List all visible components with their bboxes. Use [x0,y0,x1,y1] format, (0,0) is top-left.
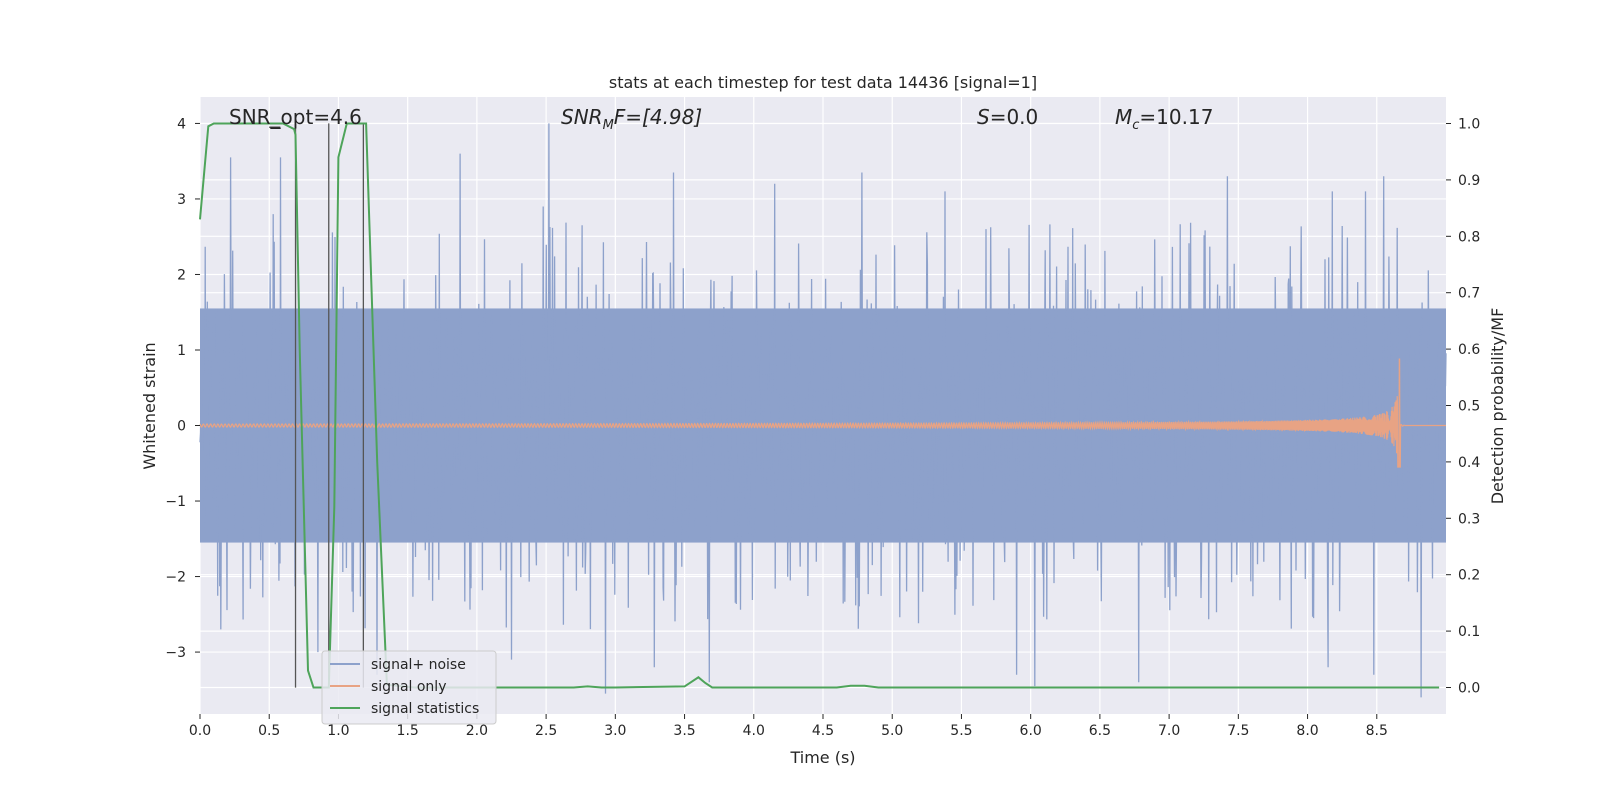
x-tick-label: 7.5 [1227,723,1249,739]
y2-tick-label: 1.0 [1458,117,1480,133]
y2-tick-label: 0.2 [1458,568,1480,584]
x-tick-label: 3.5 [673,723,695,739]
x-axis-label: Time (s) [789,748,855,767]
y-tick-label: −3 [165,645,186,661]
x-tick-label: 6.5 [1089,723,1111,739]
y-tick-label: 1 [177,343,186,359]
x-tick-label: 2.0 [466,723,488,739]
x-tick-label: 0.0 [189,723,211,739]
annotation-mc-main: M [1115,105,1132,129]
annotation-s-stat-rest: =0.0 [990,105,1039,129]
x-tick-label: 5.5 [950,723,972,739]
vertical-markers [269,123,365,688]
x-tick-label: 7.0 [1158,723,1180,739]
legend-box [321,650,497,725]
x-tick-label: 1.0 [327,723,349,739]
y-axis-label: Whitened strain [140,342,159,469]
x-tick-label: 8.5 [1366,723,1388,739]
legend-label-signal-noise: signal+ noise [371,657,466,673]
y-axis-ticks: −3 −2 −1 0 1 2 3 4 [165,116,200,661]
y-tick-label: −1 [165,494,186,510]
y2-tick-label: 0.6 [1458,342,1480,358]
x-tick-label: 4.0 [743,723,765,739]
x-tick-label: 0.5 [258,723,280,739]
annotation-s-stat-main: S [977,105,990,129]
annotation-snr-opt: SNR_opt=4.6 [229,105,362,129]
x-tick-label: 3.0 [604,723,626,739]
x-tick-label: 2.5 [535,723,557,739]
y-tick-label: −2 [165,570,186,586]
y2-tick-label: 0.8 [1458,229,1480,245]
y-tick-label: 4 [177,116,186,132]
chart-title: stats at each timestep for test data 144… [609,73,1037,92]
noise-line [199,123,1447,698]
y2-tick-label: 0.5 [1458,399,1480,415]
y-tick-label: 0 [177,419,186,435]
x-tick-label: 4.5 [812,723,834,739]
legend-label-signal-only: signal only [371,679,446,695]
annotation-snr-mf-sub: M [603,118,614,133]
y2-axis-ticks: 0.0 0.1 0.2 0.3 0.4 0.5 0.6 0.7 0.8 0.9 1.0 [1446,117,1480,696]
y2-tick-label: 0.3 [1458,511,1480,527]
x-tick-label: 8.0 [1296,723,1318,739]
legend: signal+ noise signal only signal statist… [321,650,497,725]
y-tick-label: 3 [177,192,186,208]
y2-tick-label: 0.0 [1458,680,1480,696]
chirp-line [199,358,1405,468]
y2-tick-label: 0.1 [1458,624,1480,640]
series-signal-only [199,358,1446,468]
x-tick-label: 1.5 [397,723,419,739]
y-tick-label: 2 [177,267,186,283]
x-tick-label: 6.0 [1020,723,1042,739]
x-axis-ticks: 0.0 0.5 1.0 1.5 2.0 2.5 3.0 3.5 4.0 4.5 5.0 5.5 6.0 6… [189,714,1388,739]
legend-label-signal-statistics: signal statistics [371,701,479,717]
y2-tick-label: 0.7 [1458,286,1480,302]
annotation-chirp-mass: Mc=10.17 [1115,105,1213,133]
annotation-mc-sub: c [1132,118,1139,133]
annotation-snr-mf: SNRMF=[4.98] [561,105,702,133]
annotation-s-stat: S=0.0 [977,105,1038,129]
x-tick-label: 5.0 [881,723,903,739]
annotation-snr-mf-rest: F=[4.98] [614,105,702,129]
y2-tick-label: 0.9 [1458,173,1480,189]
annotation-mc-rest: =10.17 [1139,105,1213,129]
annotation-snr-mf-main: SNR [561,105,603,129]
y2-tick-label: 0.4 [1458,455,1480,471]
y2-axis-label: Detection probability/MF [1488,308,1507,505]
